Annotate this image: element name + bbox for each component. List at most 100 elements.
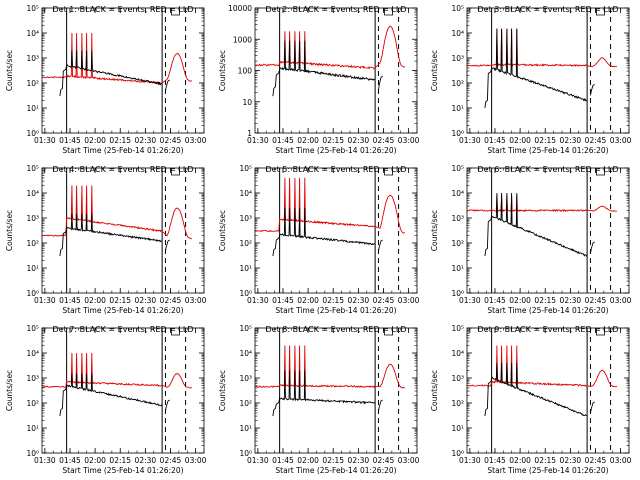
series-lld-line <box>467 28 618 68</box>
y-tick-label: 1000 <box>233 35 252 44</box>
series-events-recovery <box>378 239 383 252</box>
x-tick-label: 03:00 <box>398 296 420 305</box>
x-tick-label: 02:45 <box>373 136 395 145</box>
series-lld-line <box>255 345 406 389</box>
plot-frame <box>41 167 205 294</box>
x-tick-label: 01:30 <box>459 296 481 305</box>
series-lld-line <box>42 185 193 240</box>
x-tick-label: 01:45 <box>59 136 81 145</box>
panel-title: Det 7: BLACK = Events, RED = LLD <box>53 325 194 334</box>
series-events-line <box>484 362 587 417</box>
x-tick-label: 02:30 <box>135 296 157 305</box>
x-tick-label: 03:00 <box>610 136 632 145</box>
plot-frame <box>254 327 418 454</box>
x-axis-label: Start Time (25-Feb-14 01:26:20) <box>275 466 396 475</box>
x-tick-label: 02:45 <box>373 456 395 465</box>
x-tick-label: 02:30 <box>560 136 582 145</box>
x-tick-label: 02:15 <box>109 296 131 305</box>
x-axis-label: Start Time (25-Feb-14 01:26:20) <box>62 466 183 475</box>
chart-panel-6: 10⁰ 10¹ 10² 10³ 10⁴ 10⁵ 01:30 01:45 02:00 02:15 02… <box>430 164 632 315</box>
chart-panel-9: 10⁰ 10¹ 10² 10³ 10⁴ 10⁵ 01:30 01:45 02:00 02:15 02… <box>430 324 632 475</box>
y-axis-label: Counts/sec <box>430 210 439 251</box>
x-tick-label: 02:00 <box>297 456 319 465</box>
plot-frame <box>41 7 205 134</box>
y-tick-label: 10⁰ <box>239 289 252 298</box>
x-tick-label: 01:30 <box>34 456 56 465</box>
x-axis-label: Start Time (25-Feb-14 01:26:20) <box>275 306 396 315</box>
y-tick-label: 10⁴ <box>26 29 39 38</box>
y-tick-label: 10⁴ <box>26 189 39 198</box>
panel-title: Det 9: BLACK = Events, RED = LLD <box>478 325 619 334</box>
series-lld-line <box>42 352 193 389</box>
time-marker <box>384 9 393 16</box>
series-events-recovery <box>165 399 170 412</box>
x-axis-label: Start Time (25-Feb-14 01:26:20) <box>62 146 183 155</box>
y-tick-label: 10² <box>239 399 252 408</box>
x-tick-label: 03:00 <box>185 136 207 145</box>
x-tick-label: 01:30 <box>34 136 56 145</box>
x-tick-label: 02:45 <box>160 136 182 145</box>
y-tick-label: 10⁰ <box>26 129 39 138</box>
panel-title: Det 8: BLACK = Events, RED = LLD <box>266 325 407 334</box>
y-axis-label: Counts/sec <box>5 50 14 91</box>
series-lld-line <box>42 32 192 85</box>
y-tick-label: 10000 <box>228 4 252 13</box>
y-tick-label: 10¹ <box>451 424 464 433</box>
series-lld-line <box>255 177 405 234</box>
x-tick-label: 02:15 <box>534 136 556 145</box>
y-tick-label: 10³ <box>26 54 39 63</box>
series-lld-line <box>467 195 617 213</box>
y-tick-label: 10³ <box>451 374 464 383</box>
y-tick-label: 10⁴ <box>26 349 39 358</box>
series-events-recovery <box>590 241 595 253</box>
chart-panel-1: 10⁰ 10¹ 10² 10³ 10⁴ 10⁵ 01:30 01:45 02:00 02:15 02… <box>5 4 207 155</box>
y-tick-label: 10³ <box>451 54 464 63</box>
chart-panel-4: 10⁰ 10¹ 10² 10³ 10⁴ 10⁵ 01:30 01:45 02:00 02:15 02… <box>5 164 207 315</box>
chart-panel-3: 10⁰ 10¹ 10² 10³ 10⁴ 10⁵ 01:30 01:45 02:00 02:15 02… <box>430 4 632 155</box>
y-tick-label: 10³ <box>451 214 464 223</box>
x-tick-label: 01:30 <box>247 456 269 465</box>
y-tick-label: 100 <box>238 67 253 76</box>
panel-title: Det 5: BLACK = Events, RED = LLD <box>266 165 407 174</box>
plot-frame <box>466 327 630 454</box>
y-tick-label: 10¹ <box>26 424 39 433</box>
y-tick-label: 10¹ <box>239 424 252 433</box>
time-marker <box>171 169 180 176</box>
y-tick-label: 10⁰ <box>451 289 464 298</box>
panel-title: Det 6: BLACK = Events, RED = LLD <box>478 165 619 174</box>
series-events-line <box>272 208 375 257</box>
y-tick-label: 10¹ <box>451 104 464 113</box>
y-axis-label: Counts/sec <box>218 210 227 251</box>
y-tick-label: 10³ <box>26 374 39 383</box>
y-tick-label: 10² <box>451 79 464 88</box>
x-tick-label: 02:45 <box>585 456 607 465</box>
panel-title: Det 3: BLACK = Events, RED = LLD <box>478 5 619 14</box>
x-tick-label: 02:00 <box>509 456 531 465</box>
y-tick-label: 10⁰ <box>239 449 252 458</box>
x-tick-label: 01:45 <box>272 456 294 465</box>
y-tick-label: 10² <box>451 399 464 408</box>
series-events-recovery <box>378 399 383 412</box>
y-tick-label: 10⁵ <box>26 4 39 13</box>
series-events-recovery <box>165 79 170 92</box>
y-tick-label: 10⁰ <box>451 129 464 138</box>
x-tick-label: 02:45 <box>160 456 182 465</box>
x-tick-label: 03:00 <box>610 456 632 465</box>
y-tick-label: 10⁴ <box>451 349 464 358</box>
y-axis-label: Counts/sec <box>218 50 227 91</box>
x-tick-label: 02:15 <box>534 296 556 305</box>
x-tick-label: 02:30 <box>348 296 370 305</box>
x-tick-label: 02:45 <box>160 296 182 305</box>
y-tick-label: 10⁴ <box>239 349 252 358</box>
x-tick-label: 02:15 <box>322 456 344 465</box>
x-tick-label: 01:45 <box>484 296 506 305</box>
y-tick-label: 10² <box>239 239 252 248</box>
x-tick-label: 01:30 <box>247 296 269 305</box>
x-axis-label: Start Time (25-Feb-14 01:26:20) <box>62 306 183 315</box>
x-tick-label: 02:00 <box>297 296 319 305</box>
x-axis-label: Start Time (25-Feb-14 01:26:20) <box>487 466 608 475</box>
x-tick-label: 02:45 <box>585 296 607 305</box>
y-tick-label: 10³ <box>239 214 252 223</box>
y-tick-label: 10 <box>242 98 252 107</box>
